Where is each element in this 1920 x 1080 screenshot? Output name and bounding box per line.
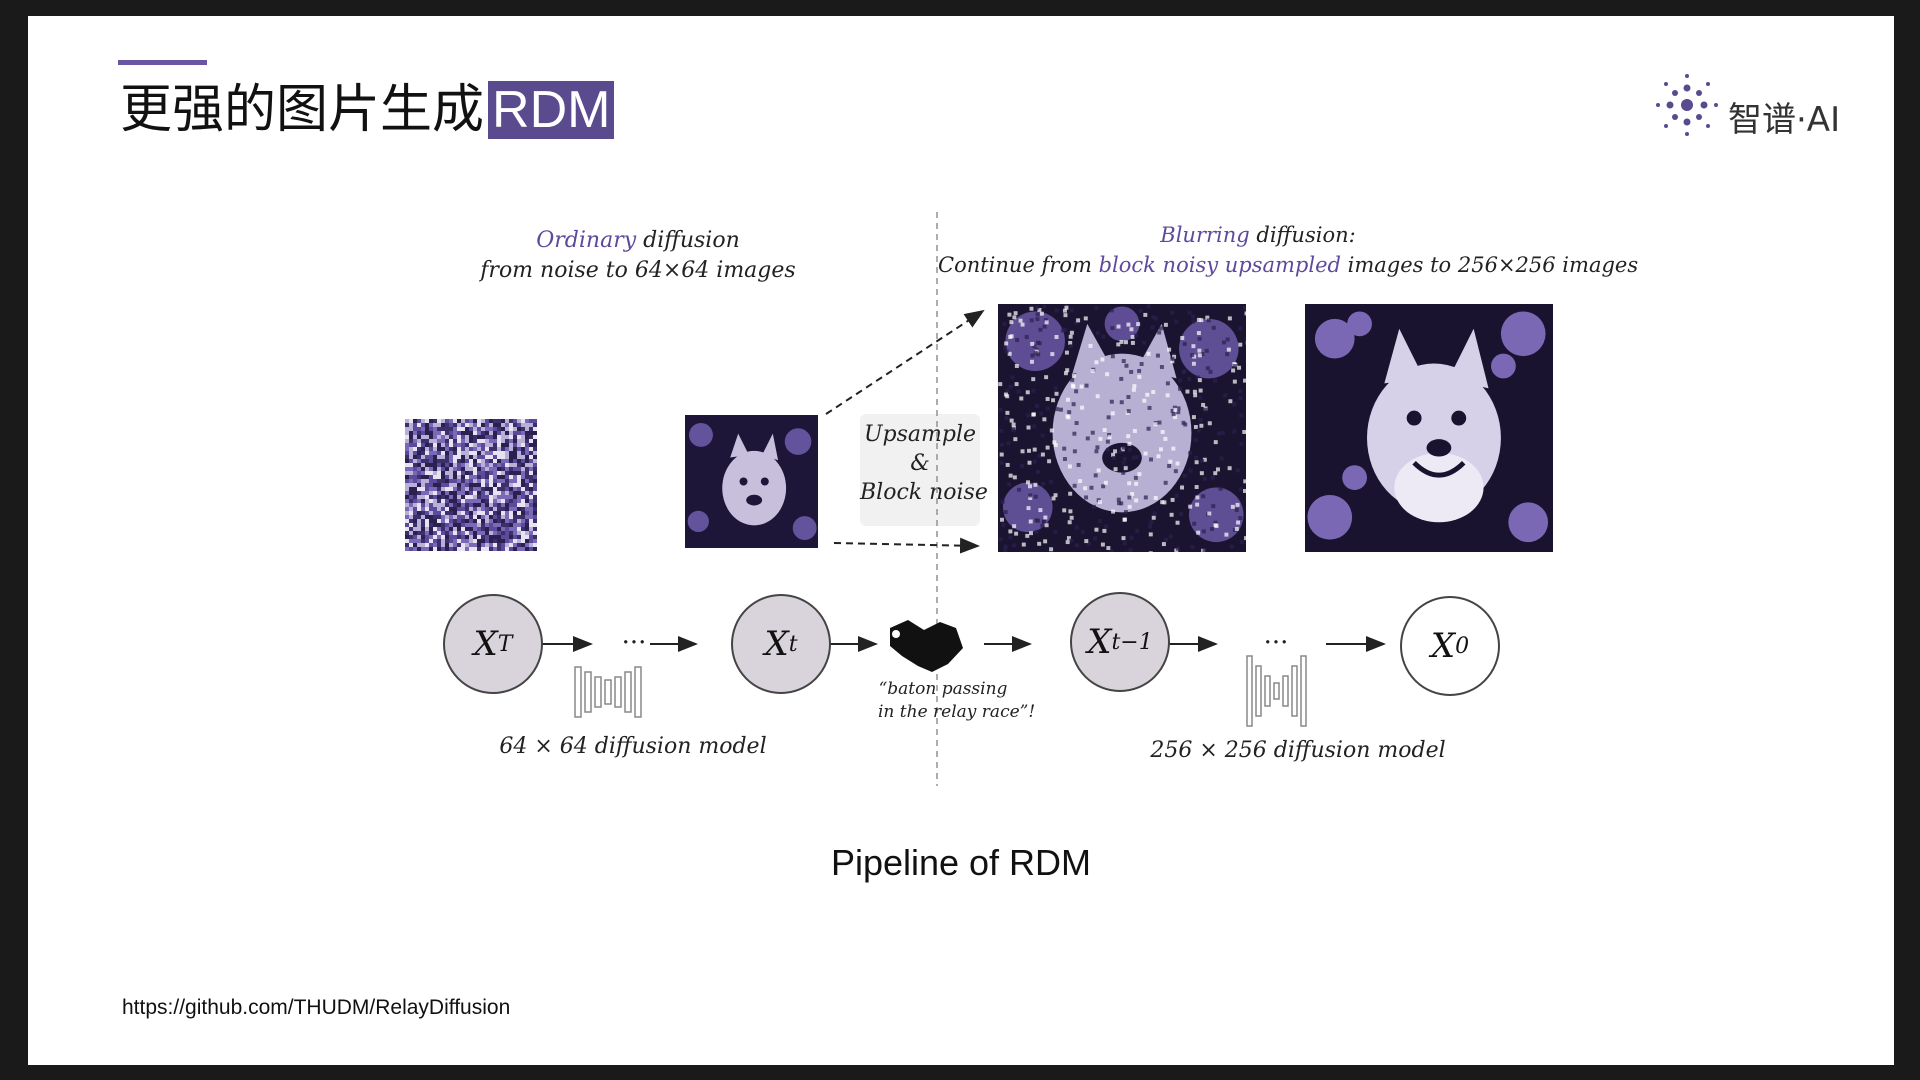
upsample-line1: Upsample — [863, 422, 977, 447]
figure-title: Pipeline of RDM — [830, 842, 1092, 883]
left-caption-line1: diffusion — [636, 228, 740, 253]
unet-icon — [1246, 655, 1307, 727]
handshake-icon — [890, 620, 963, 672]
diagram-connectors — [541, 212, 1386, 786]
left-caption: Ordinary diffusion from noise to 64×64 i… — [478, 226, 798, 286]
dog-64-image — [685, 415, 818, 548]
noise-image — [405, 419, 537, 551]
unet-icon — [574, 666, 642, 718]
dots-right: ··· — [1263, 628, 1289, 658]
right-caption: Blurring diffusion: Continue from block … — [938, 220, 1638, 280]
node-x-0-label: X — [1430, 626, 1456, 666]
dashed-arrow-right — [833, 537, 980, 554]
right-caption-line2-highlight: block noisy upsampled — [1098, 253, 1341, 277]
model-left-caption: 64 × 64 diffusion model — [499, 734, 767, 759]
dog-256-image — [1305, 304, 1553, 552]
dots-left: ··· — [621, 628, 647, 658]
upsample-box: Upsample & Block noise — [860, 414, 988, 526]
title-text: 更强的图片生成 — [120, 80, 485, 140]
right-caption-line2b: images to 256×256 images — [1340, 253, 1639, 277]
node-x-t-sub: t — [788, 631, 798, 657]
zhipu-logo-icon — [1656, 74, 1718, 136]
zhipu-logo: 智谱·AI — [1652, 70, 1842, 150]
node-x-0-sub: 0 — [1455, 633, 1470, 659]
right-caption-highlight: Blurring — [1160, 223, 1250, 247]
right-caption-line2a: Continue from — [938, 253, 1099, 277]
baton-line2: in the relay race”! — [878, 702, 1036, 722]
title-highlight: RDM — [488, 81, 615, 139]
logo-text: 智谱·AI — [1728, 100, 1841, 140]
left-caption-line2: from noise to 64×64 images — [480, 258, 796, 283]
upsample-line2: & — [910, 451, 930, 476]
node-x-T-sub: T — [497, 631, 513, 657]
page-title: 更强的图片生成 RDM — [120, 78, 615, 142]
node-x-t1-sub: t−1 — [1111, 629, 1153, 655]
dog-noisy-upsampled-image — [998, 304, 1246, 552]
left-caption-highlight: Ordinary — [536, 228, 637, 253]
model-right-caption: 256 × 256 diffusion model — [1150, 738, 1446, 763]
node-x-T-label: X — [473, 624, 498, 664]
baton-line1: “baton passing — [878, 679, 1008, 699]
node-x-t1-label: X — [1087, 622, 1112, 662]
right-caption-line1: diffusion: — [1249, 223, 1356, 247]
title-accent-bar — [118, 60, 207, 65]
upsample-line3: Block noise — [860, 480, 988, 505]
slide: 更强的图片生成 RDM 智谱·AI Ordinary diffusion from… — [28, 16, 1894, 1065]
node-x-t-label: X — [764, 624, 789, 664]
github-link[interactable]: https://github.com/THUDM/RelayDiffusion — [122, 996, 511, 1019]
dashed-arrow-up — [825, 309, 985, 415]
baton-caption: “baton passing in the relay race”! — [878, 678, 1035, 724]
